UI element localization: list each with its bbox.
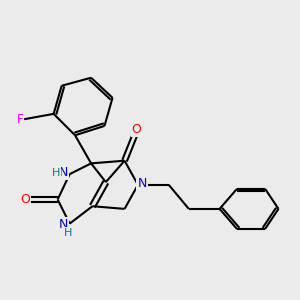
Text: H: H: [52, 168, 61, 178]
Text: H: H: [64, 228, 73, 238]
Text: N: N: [137, 177, 147, 190]
Text: O: O: [21, 193, 31, 206]
Text: N: N: [58, 166, 68, 179]
Text: N: N: [58, 218, 68, 231]
Text: F: F: [17, 113, 23, 126]
Text: O: O: [132, 123, 142, 136]
